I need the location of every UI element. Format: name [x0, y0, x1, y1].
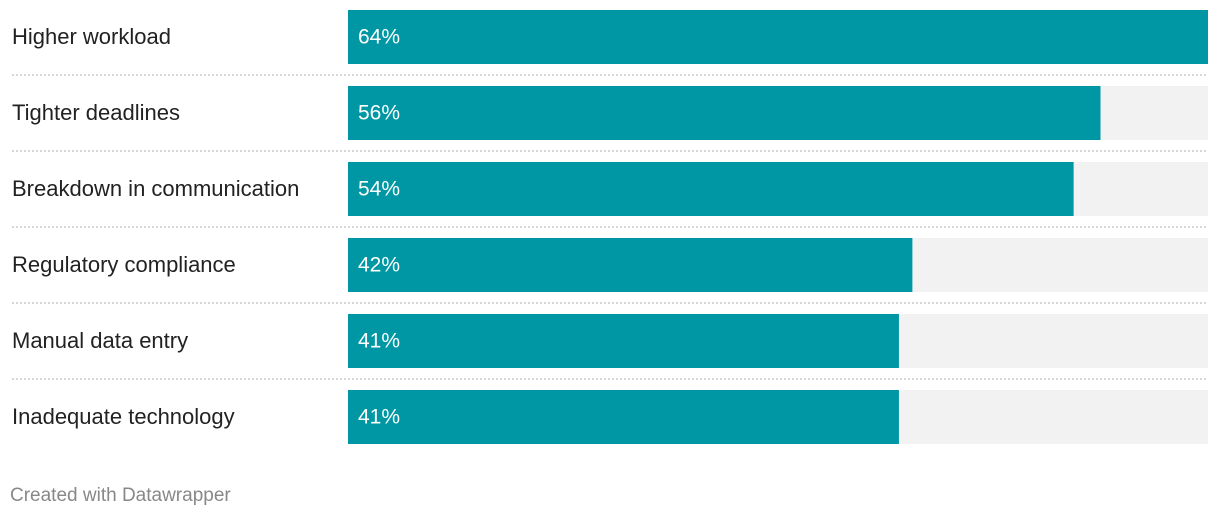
value-label: 54%: [358, 178, 400, 201]
value-label: 41%: [358, 330, 400, 353]
bar: [348, 238, 913, 292]
category-label: Regulatory compliance: [12, 252, 236, 277]
bar: [348, 86, 1101, 140]
category-label: Manual data entry: [12, 328, 188, 353]
bar: [348, 10, 1208, 64]
bar: [348, 390, 899, 444]
category-label: Breakdown in communication: [12, 176, 299, 201]
footer: Created with Datawrapper: [10, 485, 231, 506]
value-label: 42%: [358, 254, 400, 277]
category-label: Tighter deadlines: [12, 100, 180, 125]
category-label: Higher workload: [12, 24, 171, 49]
bar: [348, 314, 899, 368]
category-label: Inadequate technology: [12, 404, 235, 429]
bar: [348, 162, 1074, 216]
value-label: 64%: [358, 26, 400, 49]
value-label: 56%: [358, 102, 400, 125]
value-label: 41%: [358, 406, 400, 429]
